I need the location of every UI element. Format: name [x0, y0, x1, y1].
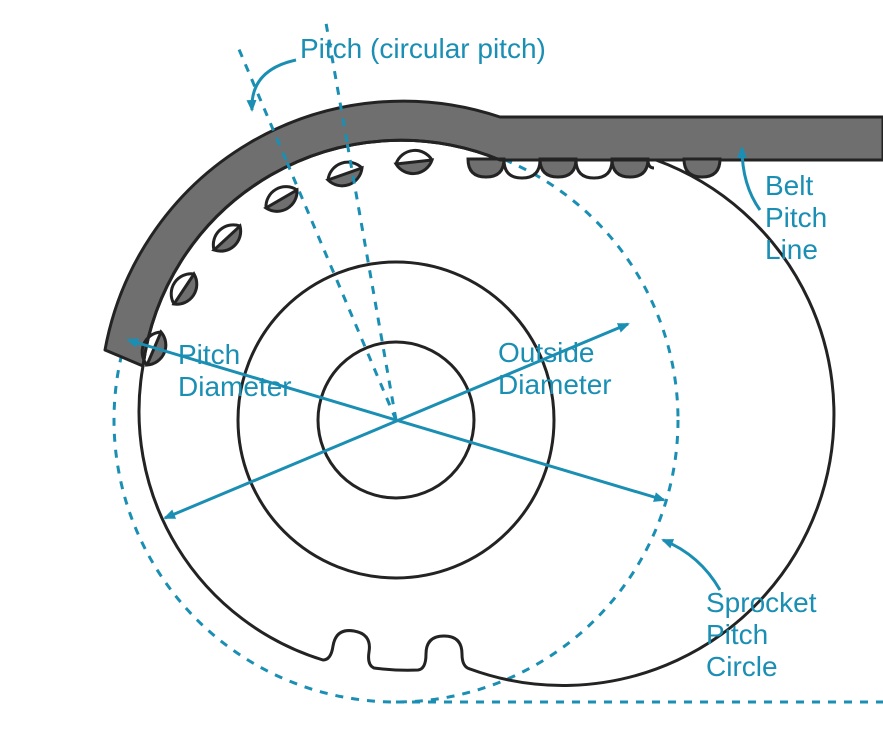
label-pitch-circular: Pitch (circular pitch): [300, 33, 546, 64]
sprocket-diagram: Pitch (circular pitch) Belt Pitch Line S…: [0, 0, 883, 756]
label-belt-pitch-line: Belt Pitch Line: [765, 170, 835, 265]
pitch-ray-1: [286, 160, 396, 420]
pitch-ray-2: [347, 142, 396, 420]
label-sprocket-pitch-circle: Sprocket Pitch Circle: [706, 587, 824, 682]
label-pitch-diameter: Pitch Diameter: [178, 339, 292, 402]
sprocket-pitch-circle-leader: [663, 540, 720, 590]
pitch-leader: [252, 60, 296, 110]
label-outside-diameter: Outside Diameter: [498, 337, 612, 400]
